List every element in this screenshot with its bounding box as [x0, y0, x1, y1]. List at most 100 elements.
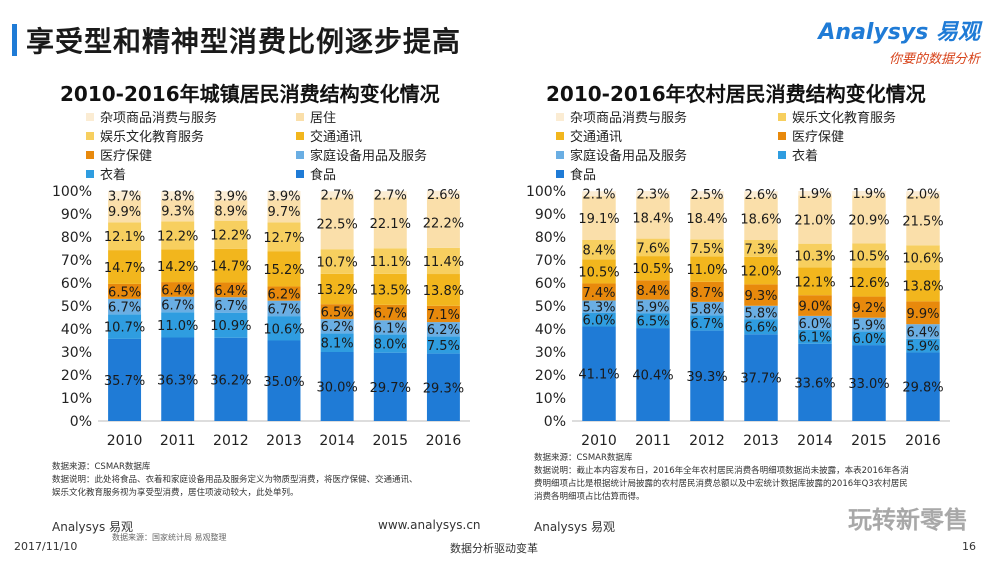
bar-data-label: 22.2%	[423, 216, 464, 231]
bar-data-label: 6.5%	[321, 306, 354, 321]
page-number: 16	[962, 540, 976, 553]
bar-data-label: 14.7%	[210, 260, 251, 275]
bar-segment	[636, 328, 670, 421]
bar-data-label: 22.5%	[316, 217, 357, 232]
right-source: 数据来源：CSMAR数据库	[534, 453, 633, 463]
bar-segment	[690, 330, 724, 421]
bar-segment	[690, 301, 724, 316]
left-source-notes: 数据来源：CSMAR数据库 数据说明：此处将食品、衣着和家庭设备用品及服务定义为…	[52, 461, 418, 500]
bar-segment	[636, 238, 670, 257]
bar-segment	[108, 283, 142, 299]
bar-data-label: 20.9%	[848, 213, 889, 228]
bar-segment	[161, 249, 195, 283]
y-tick-label: 90%	[535, 207, 566, 223]
bar-data-label: 12.1%	[104, 230, 145, 245]
bar-segment	[108, 191, 142, 200]
footer-date: 2017/11/10	[14, 540, 78, 553]
bar-data-label: 6.0%	[852, 332, 885, 347]
legend-swatch	[86, 151, 94, 159]
bar-data-label: 3.8%	[161, 190, 194, 205]
bar-segment	[267, 251, 301, 287]
bar-segment	[798, 243, 832, 268]
bar-segment	[267, 300, 301, 317]
bar-segment	[214, 220, 248, 249]
bar-data-label: 9.2%	[852, 301, 885, 316]
bar-data-label: 2.6%	[744, 188, 777, 203]
bar-data-label: 13.5%	[370, 283, 411, 298]
bar-segment	[690, 315, 724, 331]
bar-data-label: 12.2%	[157, 229, 198, 244]
left-note-line2: 娱乐文化教育服务视为享受型消费，居住项波动较大，此处单列。	[52, 488, 299, 498]
bar-segment	[426, 322, 460, 337]
y-tick-label: 50%	[61, 299, 92, 315]
bar-data-label: 6.5%	[108, 285, 141, 300]
bar-data-label: 21.5%	[902, 215, 943, 230]
bar-data-label: 8.0%	[374, 337, 407, 352]
bar-segment	[320, 191, 354, 198]
y-tick-label: 40%	[535, 322, 566, 338]
bar-segment	[267, 286, 301, 301]
legend-label: 居住	[310, 111, 336, 126]
bar-segment	[636, 280, 670, 300]
bar-data-label: 2.6%	[427, 188, 460, 203]
bar-segment	[852, 191, 886, 196]
bar-data-label: 10.6%	[263, 322, 304, 337]
bar-segment	[582, 239, 616, 260]
bar-data-label: 3.9%	[214, 190, 247, 205]
legend-label: 医疗保健	[100, 149, 152, 164]
bar-segment	[852, 345, 886, 421]
bar-data-label: 22.1%	[370, 217, 411, 232]
bar-data-label: 6.4%	[214, 284, 247, 299]
bar-data-label: 2.7%	[374, 188, 407, 203]
bar-segment	[161, 221, 195, 250]
bar-data-label: 1.9%	[798, 187, 831, 202]
bar-data-label: 6.7%	[214, 299, 247, 314]
bar-segment	[636, 191, 670, 197]
bar-data-label: 6.4%	[161, 283, 194, 298]
bar-segment	[798, 195, 832, 244]
bar-segment	[108, 222, 142, 251]
legend-label: 家庭设备用品及服务	[310, 148, 427, 164]
bar-segment	[744, 284, 778, 306]
bar-segment	[108, 199, 142, 223]
bar-data-label: 5.3%	[582, 301, 615, 316]
bar-data-label: 30.0%	[316, 381, 357, 396]
bar-segment	[161, 199, 195, 222]
title-accent-bar	[12, 24, 17, 56]
bar-data-label: 6.7%	[690, 317, 723, 332]
bar-data-label: 7.5%	[690, 242, 723, 257]
bar-segment	[214, 312, 248, 338]
bar-data-label: 36.3%	[157, 373, 198, 388]
footer-source: 数据来源：国家统计局 易观整理	[112, 533, 227, 542]
bar-segment	[906, 269, 940, 302]
bar-data-label: 29.8%	[902, 381, 943, 396]
bar-data-label: 9.7%	[267, 205, 300, 220]
x-tick-label: 2016	[426, 433, 462, 449]
bar-segment	[744, 191, 778, 198]
bar-data-label: 6.0%	[798, 317, 831, 332]
bar-segment	[108, 338, 142, 421]
y-tick-label: 100%	[52, 184, 92, 200]
bar-segment	[690, 196, 724, 240]
y-tick-label: 60%	[535, 276, 566, 292]
legend-swatch	[296, 151, 304, 159]
bar-data-label: 36.2%	[210, 373, 251, 388]
bar-segment	[320, 197, 354, 250]
bar-segment	[582, 300, 616, 313]
bar-data-label: 2.7%	[321, 188, 354, 203]
bar-segment	[636, 256, 670, 281]
legend-swatch	[778, 132, 786, 140]
bar-data-label: 10.3%	[794, 250, 835, 265]
bar-data-label: 14.7%	[104, 261, 145, 276]
bar-segment	[852, 296, 886, 318]
bar-segment	[320, 352, 354, 421]
bar-segment	[906, 191, 940, 196]
bar-segment	[798, 343, 832, 421]
bar-data-label: 9.9%	[906, 307, 939, 322]
legend-swatch	[556, 132, 564, 140]
right-note-line1: 数据说明：截止本内容发布日，2016年全年农村居民消费各明细项数据尚未披露，本表…	[534, 466, 909, 476]
bar-segment	[373, 248, 407, 274]
legend-swatch	[778, 151, 786, 159]
